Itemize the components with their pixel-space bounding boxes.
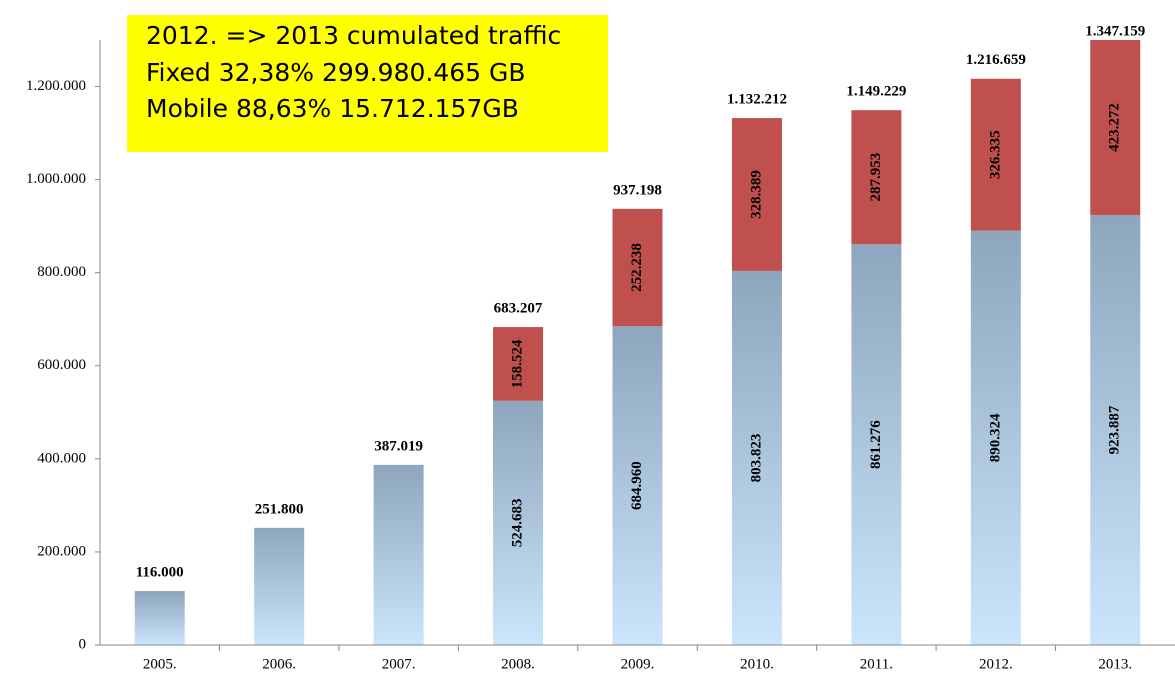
- bar-segment: [254, 527, 305, 645]
- x-tick-label: 2007.: [382, 656, 416, 672]
- bar-segment: [970, 78, 1021, 231]
- bar-segment: [134, 591, 185, 645]
- x-tick-label: 2012.: [979, 656, 1013, 672]
- segment-label: 287.953: [868, 153, 884, 202]
- annotation-box: [127, 15, 608, 152]
- y-tick-label: 400.000: [37, 450, 86, 466]
- annotation-line: 2012. => 2013 cumulated traffic: [146, 21, 561, 50]
- x-tick-label: 2011.: [860, 656, 893, 672]
- segment-label: 423.272: [1107, 103, 1123, 152]
- y-tick-label: 200.000: [37, 543, 86, 559]
- total-label: 387.019: [374, 438, 423, 454]
- bar-segment: [1090, 40, 1141, 216]
- bar-segment: [612, 208, 663, 327]
- segment-label: 923.887: [1107, 405, 1123, 454]
- x-tick-label: 2005.: [143, 656, 177, 672]
- y-tick-label: 800.000: [37, 264, 86, 280]
- x-tick-label: 2008.: [501, 656, 535, 672]
- x-tick-label: 2010.: [740, 656, 774, 672]
- total-label: 1.347.159: [1085, 23, 1145, 39]
- segment-label: 684.960: [629, 461, 645, 510]
- segment-label: 861.276: [868, 420, 884, 469]
- bar-segment: [493, 400, 544, 645]
- x-tick-label: 2013.: [1098, 656, 1132, 672]
- segment-label: 158.524: [509, 339, 525, 388]
- annotation-line: Fixed 32,38% 299.980.465 GB: [146, 58, 526, 87]
- segment-label: 252.238: [629, 243, 645, 292]
- x-tick-label: 2009.: [621, 656, 655, 672]
- bar-segment: [612, 326, 663, 645]
- y-tick-label: 1.000.000: [26, 171, 86, 187]
- total-label: 1.132.212: [727, 92, 787, 108]
- bar-segment: [1090, 215, 1141, 645]
- total-label: 683.207: [494, 300, 543, 316]
- bar-segment: [373, 464, 424, 645]
- annotation-line: Mobile 88,63% 15.712.157GB: [146, 94, 519, 123]
- segment-label: 524.683: [509, 499, 525, 548]
- total-label: 1.149.229: [846, 84, 906, 100]
- segment-label: 326.335: [987, 130, 1003, 179]
- bar-segment: [970, 230, 1021, 645]
- bar-segment: [731, 270, 782, 645]
- total-label: 1.216.659: [966, 52, 1026, 68]
- bar-segment: [851, 244, 902, 645]
- total-label: 937.198: [613, 182, 662, 198]
- total-label: 116.000: [136, 564, 184, 580]
- y-tick-label: 1.200.000: [26, 78, 86, 94]
- bar-segment: [851, 110, 902, 245]
- segment-label: 890.324: [987, 413, 1003, 462]
- y-tick-label: 600.000: [37, 357, 86, 373]
- bar-segment: [493, 327, 544, 401]
- segment-label: 803.823: [748, 434, 764, 483]
- total-label: 251.800: [255, 501, 304, 517]
- segment-label: 328.389: [748, 170, 764, 219]
- x-tick-label: 2006.: [262, 656, 296, 672]
- y-tick-label: 0: [79, 636, 87, 652]
- bar-segment: [731, 118, 782, 271]
